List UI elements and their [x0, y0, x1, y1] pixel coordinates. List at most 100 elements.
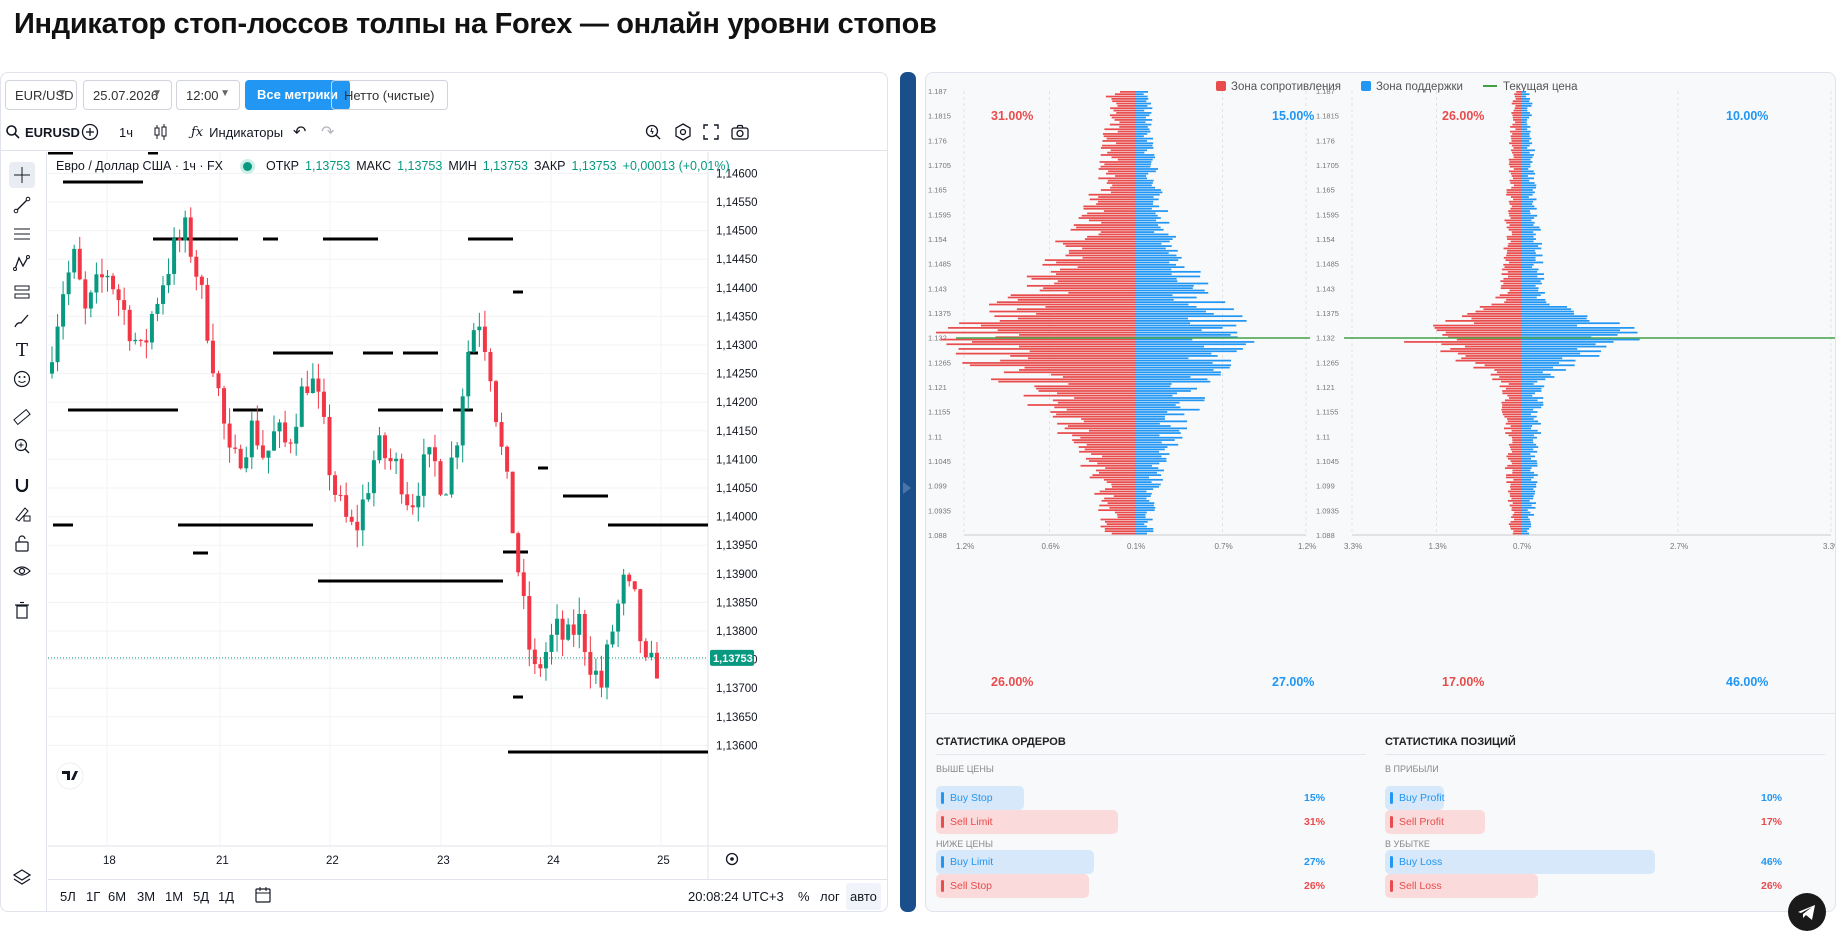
- layers-icon[interactable]: [9, 864, 35, 890]
- redo-icon[interactable]: ↷: [321, 124, 335, 141]
- resistance-bar: [1510, 485, 1521, 488]
- support-bar: [1521, 100, 1530, 103]
- support-bar: [1521, 390, 1542, 392]
- support-bar: [1521, 415, 1537, 418]
- resistance-bar: [1450, 348, 1521, 350]
- date-select[interactable]: 25.07.2026 ▼: [83, 80, 172, 110]
- all-metrics-button[interactable]: Все метрики: [245, 80, 350, 110]
- chart-type-button[interactable]: [153, 113, 169, 151]
- resistance-bar: [1107, 502, 1135, 505]
- resistance-bar: [1511, 462, 1521, 465]
- ruler-icon[interactable]: [9, 404, 35, 430]
- support-bar: [1135, 322, 1191, 325]
- support-bar: [1521, 429, 1538, 432]
- range-5y[interactable]: 5Л: [60, 889, 76, 904]
- resistance-bar: [1098, 471, 1135, 474]
- brush-icon[interactable]: [9, 308, 35, 334]
- magnet-icon[interactable]: [9, 472, 35, 498]
- fib-icon[interactable]: [9, 221, 35, 247]
- telegram-button[interactable]: [1788, 893, 1826, 931]
- support-bar: [1135, 392, 1178, 395]
- candlestick-chart[interactable]: 1,14600 1,14550 1,14500 1,14450 1,14400 1,143…: [48, 152, 888, 880]
- range-6m[interactable]: 6М: [108, 889, 127, 904]
- support-bar: [1521, 457, 1531, 460]
- pair-select[interactable]: EUR/USD ▼: [5, 80, 77, 110]
- support-bar: [1135, 179, 1154, 182]
- chevron-down-icon: ▼: [152, 88, 162, 99]
- support-bar: [1521, 186, 1537, 189]
- candle-body: [510, 471, 515, 534]
- auto-toggle[interactable]: авто: [846, 883, 881, 910]
- net-button[interactable]: Нетто (чистые): [331, 80, 448, 110]
- undo-icon[interactable]: ↶: [293, 124, 307, 141]
- legend-current[interactable]: Текущая цена: [1482, 81, 1578, 93]
- legend-resistance[interactable]: Зона сопротивления: [1216, 81, 1341, 93]
- resistance-bar: [1107, 179, 1135, 182]
- stat-value: 15%: [1304, 792, 1326, 804]
- stat-value: 26%: [1304, 880, 1326, 892]
- legend-resistance-label: Зона сопротивления: [1231, 81, 1341, 93]
- interval-button[interactable]: 1ч: [119, 124, 134, 140]
- panel-divider[interactable]: [900, 72, 916, 912]
- support-bar: [1521, 397, 1544, 399]
- support-bar: [1135, 441, 1162, 444]
- support-bar: [1521, 235, 1534, 238]
- support-bar: [1521, 219, 1532, 222]
- drawing-toolbar: T: [1, 152, 47, 911]
- camera-icon[interactable]: [731, 113, 749, 151]
- support-bar: [1135, 513, 1146, 516]
- resistance-bar: [1103, 210, 1135, 212]
- symbol-search[interactable]: EURUSD: [5, 113, 80, 151]
- quick-search-icon[interactable]: [644, 113, 662, 151]
- clock-label[interactable]: 20:08:24 UTC+3: [688, 889, 784, 904]
- symbol-label: EURUSD: [25, 124, 80, 140]
- resistance-bar: [1107, 151, 1135, 154]
- lock-icon[interactable]: [9, 530, 35, 556]
- log-toggle[interactable]: лог: [820, 889, 840, 904]
- support-bar: [1521, 373, 1551, 376]
- settings-icon[interactable]: [674, 113, 692, 151]
- support-bar: [1135, 193, 1160, 196]
- forecast-icon[interactable]: [9, 279, 35, 305]
- stat-label: Buy Profit: [1399, 792, 1445, 804]
- support-bar: [1135, 483, 1161, 486]
- lock-pencil-icon[interactable]: [9, 501, 35, 527]
- candle-body: [516, 533, 521, 573]
- support-bar: [1135, 385, 1171, 388]
- resistance-bar: [1461, 357, 1521, 360]
- support-bar: [1135, 506, 1156, 509]
- resistance-bar: [1458, 352, 1521, 355]
- trash-icon[interactable]: [9, 597, 35, 623]
- support-bar: [1135, 492, 1152, 495]
- support-bar: [1521, 249, 1536, 252]
- resistance-bar: [1083, 205, 1135, 208]
- range-1m[interactable]: 1М: [165, 889, 184, 904]
- percent-toggle[interactable]: %: [798, 889, 810, 904]
- candle-body: [610, 631, 615, 645]
- calendar-icon[interactable]: [254, 886, 272, 907]
- fullscreen-icon[interactable]: [703, 113, 719, 151]
- range-5d[interactable]: 5Д: [193, 889, 210, 904]
- time-select[interactable]: 12:00 ▼: [176, 80, 240, 110]
- indicators-button[interactable]: ƒx Индикаторы: [191, 113, 283, 151]
- support-bar: [1135, 317, 1188, 320]
- y-tick: 1.121: [928, 383, 947, 392]
- price-tick: 1,14100: [716, 454, 758, 466]
- eye-icon[interactable]: [9, 558, 35, 584]
- emoji-icon[interactable]: [9, 366, 35, 392]
- stat-value: 10%: [1761, 792, 1783, 804]
- compare-button[interactable]: [81, 113, 99, 151]
- text-icon[interactable]: T: [15, 339, 28, 361]
- zoom-in-icon[interactable]: [9, 433, 35, 459]
- crosshair-icon[interactable]: [9, 162, 35, 188]
- legend-support[interactable]: Зона поддержки: [1360, 81, 1463, 93]
- trendline-icon[interactable]: [9, 192, 35, 218]
- range-1d[interactable]: 1Д: [218, 889, 235, 904]
- resistance-bar: [997, 329, 1135, 332]
- support-bar: [1521, 224, 1534, 226]
- resistance-bar: [1509, 224, 1521, 226]
- support-bar: [1135, 254, 1177, 257]
- range-3m[interactable]: 3М: [137, 889, 156, 904]
- range-1y[interactable]: 1Г: [86, 889, 101, 904]
- pattern-icon[interactable]: [9, 250, 35, 276]
